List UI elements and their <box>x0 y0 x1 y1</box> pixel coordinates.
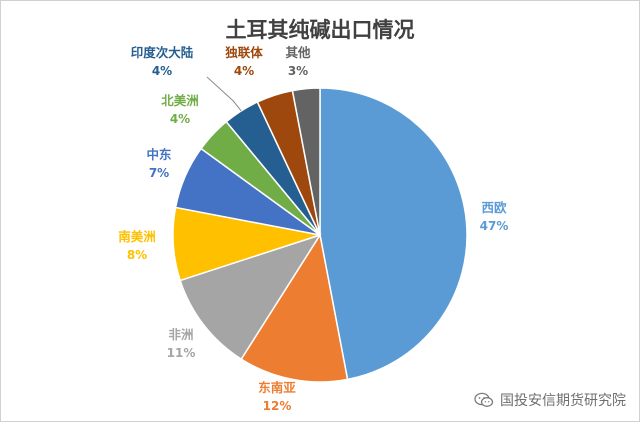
slice-value-3: 8% <box>127 248 147 262</box>
watermark-text: 国投安信期货研究院 <box>500 393 626 409</box>
pie-slice-0 <box>319 87 468 381</box>
chart-title: 土耳其纯碱出口情况 <box>225 18 415 42</box>
slice-value-4: 7% <box>149 166 169 180</box>
slice-value-7: 4% <box>234 64 254 78</box>
slice-value-8: 3% <box>288 64 308 78</box>
leader-line-6 <box>206 76 242 112</box>
pie-slice-1 <box>240 232 349 383</box>
slice-label-2: 非洲 <box>168 327 193 342</box>
slice-label-6: 印度次大陆 <box>131 45 194 60</box>
slice-value-5: 4% <box>170 112 190 126</box>
slice-label-3: 南美洲 <box>118 229 156 244</box>
slice-value-1: 12% <box>263 399 292 413</box>
slice-value-2: 11% <box>167 346 196 360</box>
slice-label-5: 北美洲 <box>161 93 199 108</box>
wechat-icon <box>474 392 494 407</box>
pie-slice-2 <box>179 233 322 361</box>
slice-label-4: 中东 <box>146 147 172 162</box>
slice-value-0: 47% <box>480 219 509 233</box>
pie-slice-8 <box>291 87 321 236</box>
slice-label-7: 独联体 <box>224 45 263 60</box>
slice-value-6: 4% <box>152 64 172 78</box>
slice-label-1: 东南亚 <box>258 380 296 395</box>
slice-label-0: 西欧 <box>481 200 507 215</box>
slice-label-8: 其他 <box>285 45 311 60</box>
watermark: 国投安信期货研究院 <box>474 390 626 410</box>
